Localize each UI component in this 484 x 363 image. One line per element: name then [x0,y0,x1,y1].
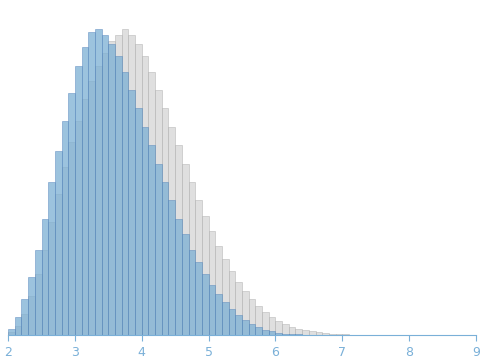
Bar [335,334,342,335]
Bar [75,121,82,335]
Bar [316,333,322,335]
Bar [48,222,55,335]
Bar [262,330,269,335]
Bar [75,65,82,335]
Bar [182,234,189,335]
Bar [128,35,135,335]
Bar [82,99,88,335]
Bar [61,121,68,335]
Bar [82,47,88,335]
Bar [48,182,55,335]
Bar [15,317,21,335]
Bar [42,219,48,335]
Bar [195,262,202,335]
Bar [269,317,275,335]
Bar [108,41,115,335]
Bar [249,324,256,335]
Bar [21,314,28,335]
Bar [175,219,182,335]
Bar [222,302,228,335]
Bar [235,282,242,335]
Bar [55,151,61,335]
Bar [228,309,235,335]
Bar [42,249,48,335]
Bar [102,35,108,335]
Bar [215,294,222,335]
Bar [275,333,282,335]
Bar [108,44,115,335]
Bar [8,333,15,335]
Bar [162,109,168,335]
Bar [115,35,121,335]
Bar [149,72,155,335]
Bar [115,56,121,335]
Bar [128,90,135,335]
Bar [175,145,182,335]
Bar [242,320,249,335]
Bar [235,315,242,335]
Bar [35,249,42,335]
Bar [302,330,309,335]
Bar [182,164,189,335]
Bar [309,331,316,335]
Bar [88,81,95,335]
Bar [68,142,75,335]
Bar [189,182,195,335]
Bar [228,271,235,335]
Bar [275,321,282,335]
Bar [155,90,162,335]
Bar [269,331,275,335]
Bar [121,29,128,335]
Bar [15,326,21,335]
Bar [61,167,68,335]
Bar [282,334,289,335]
Bar [222,259,228,335]
Bar [189,249,195,335]
Bar [95,29,102,335]
Bar [8,329,15,335]
Bar [209,231,215,335]
Bar [68,93,75,335]
Bar [102,53,108,335]
Bar [256,327,262,335]
Bar [35,274,42,335]
Bar [28,277,35,335]
Bar [155,164,162,335]
Bar [295,329,302,335]
Bar [329,334,335,335]
Bar [28,295,35,335]
Bar [209,285,215,335]
Bar [168,200,175,335]
Bar [88,32,95,335]
Bar [342,334,349,335]
Bar [135,109,142,335]
Bar [242,291,249,335]
Bar [322,333,329,335]
Bar [289,334,295,335]
Bar [168,127,175,335]
Bar [55,194,61,335]
Bar [289,327,295,335]
Bar [135,44,142,335]
Bar [142,56,149,335]
Bar [202,274,209,335]
Bar [215,246,222,335]
Bar [21,299,28,335]
Bar [202,216,209,335]
Bar [282,324,289,335]
Bar [95,65,102,335]
Bar [142,127,149,335]
Bar [195,200,202,335]
Bar [249,299,256,335]
Bar [162,182,168,335]
Bar [262,312,269,335]
Bar [256,306,262,335]
Bar [295,334,302,335]
Bar [121,72,128,335]
Bar [149,145,155,335]
